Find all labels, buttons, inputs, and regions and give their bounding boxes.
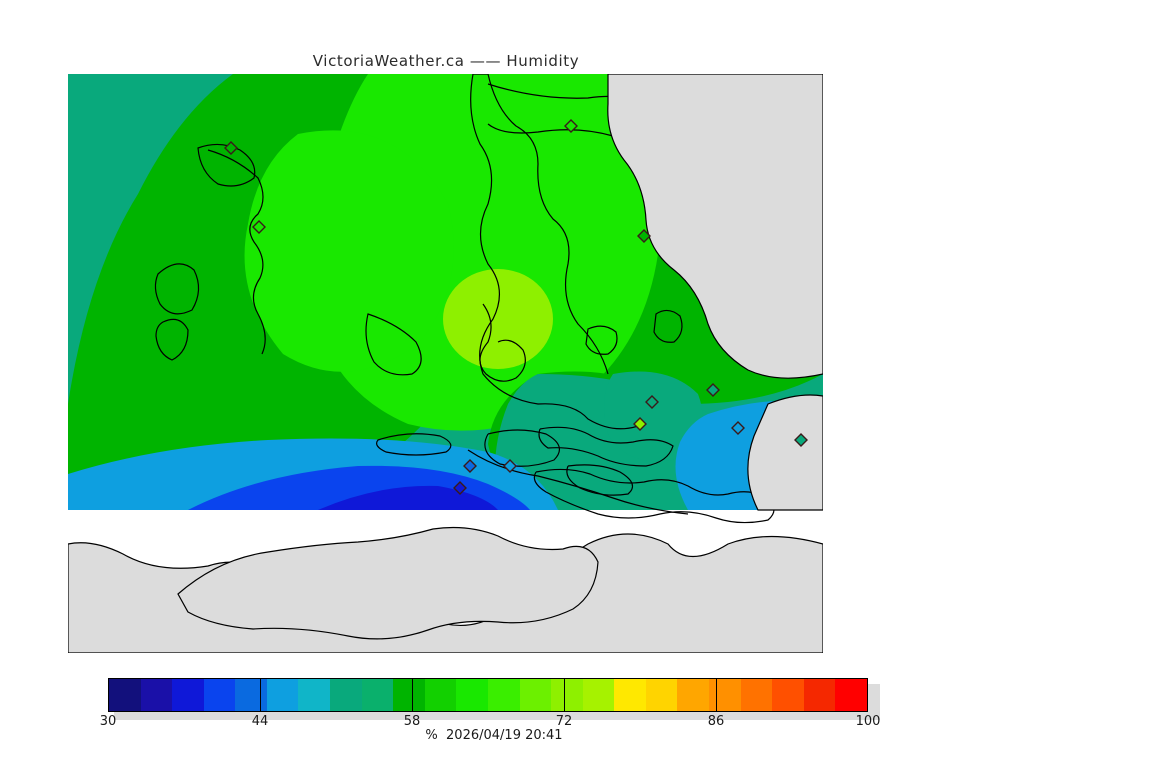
colorbar-label-30: 30 — [99, 714, 117, 729]
station-marker[interactable] — [503, 459, 517, 473]
colorbar-swatch-13 — [519, 679, 552, 711]
colorbar-tick-58 — [412, 678, 413, 712]
station-marker[interactable] — [794, 433, 808, 447]
humidity-map-panel[interactable] — [68, 74, 823, 653]
colorbar-label-86: 86 — [707, 714, 725, 729]
colorbar-swatch-18 — [677, 679, 709, 711]
station-marker[interactable] — [731, 421, 745, 435]
station-marker[interactable] — [252, 220, 266, 234]
colorbar-swatches[interactable] — [108, 678, 868, 712]
station-marker[interactable] — [453, 481, 467, 495]
humidity-colorbar: 30 44 58 72 86 100 % 2026/04/19 20:41 — [100, 678, 881, 743]
colorbar-swatch-9 — [393, 679, 425, 711]
station-marker[interactable] — [637, 229, 651, 243]
colorbar-swatch-21 — [772, 679, 804, 711]
coastline-layer — [68, 74, 823, 653]
colorbar-swatch-8 — [361, 679, 394, 711]
colorbar-swatch-23 — [835, 679, 867, 711]
colorbar-swatch-6 — [298, 679, 331, 711]
colorbar-label-100: 100 — [855, 714, 881, 729]
page-title: VictoriaWeather.ca —— Humidity — [312, 52, 580, 70]
colorbar-label-72: 72 — [555, 714, 573, 729]
colorbar-swatch-4 — [235, 679, 267, 711]
colorbar-swatch-12 — [487, 679, 520, 711]
colorbar-swatch-2 — [172, 679, 204, 711]
colorbar-tick-44 — [260, 678, 261, 712]
colorbar-units-and-time: % 2026/04/19 20:41 — [425, 728, 563, 743]
colorbar-swatch-3 — [203, 679, 236, 711]
colorbar-label-44: 44 — [251, 714, 269, 729]
station-marker[interactable] — [633, 417, 647, 431]
colorbar-swatch-16 — [614, 679, 646, 711]
colorbar-swatch-19 — [708, 679, 741, 711]
colorbar-swatch-1 — [140, 679, 173, 711]
station-marker-layer[interactable] — [68, 74, 823, 653]
colorbar-swatch-20 — [740, 679, 773, 711]
colorbar-tick-72 — [564, 678, 565, 712]
colorbar-swatch-11 — [456, 679, 488, 711]
colorbar-swatch-14 — [551, 679, 583, 711]
colorbar-swatch-17 — [645, 679, 678, 711]
station-marker[interactable] — [706, 383, 720, 397]
colorbar-swatch-10 — [424, 679, 457, 711]
colorbar-tick-86 — [716, 678, 717, 712]
station-marker[interactable] — [645, 395, 659, 409]
colorbar-swatch-5 — [266, 679, 299, 711]
station-marker[interactable] — [463, 459, 477, 473]
station-marker[interactable] — [224, 141, 238, 155]
colorbar-swatch-15 — [582, 679, 615, 711]
colorbar-swatch-22 — [803, 679, 836, 711]
colorbar-label-58: 58 — [403, 714, 421, 729]
station-marker[interactable] — [564, 119, 578, 133]
colorbar-swatch-0 — [109, 679, 141, 711]
colorbar-swatch-7 — [330, 679, 362, 711]
